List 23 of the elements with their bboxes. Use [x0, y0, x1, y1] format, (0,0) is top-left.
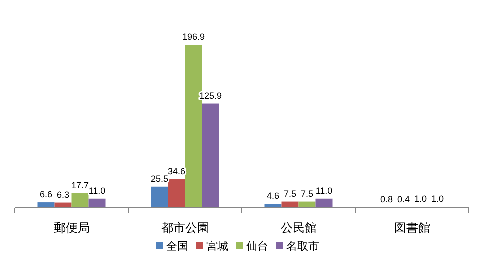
data-label: 17.7	[71, 180, 90, 190]
legend-label: 名取市	[286, 240, 320, 253]
data-label: 7.5	[300, 188, 314, 199]
x-tick-label: 公民館	[280, 221, 317, 235]
data-label: 0.4	[397, 194, 410, 205]
data-label: 196.9	[182, 32, 206, 42]
x-tick-label: 郵便局	[54, 221, 90, 235]
data-label: 1.0	[414, 194, 428, 204]
data-label: 7.5	[284, 188, 297, 199]
data-label: 0.8	[380, 194, 394, 204]
data-label: 6.6	[40, 190, 53, 200]
x-tick-label: 都市公園	[161, 221, 210, 235]
data-label: 25.5	[150, 174, 169, 184]
data-label: 6.3	[56, 190, 70, 200]
data-label: 34.6	[168, 166, 186, 176]
data-label: 1.0	[431, 194, 444, 204]
legend-label: 仙台	[246, 240, 268, 253]
legend-label: 宮城	[206, 240, 228, 253]
data-label: 11.0	[88, 186, 106, 196]
x-tick-label: 図書館	[394, 221, 430, 235]
legend-label: 全国	[166, 240, 188, 253]
data-label: 4.6	[266, 191, 280, 202]
data-label: 11.0	[316, 186, 333, 196]
